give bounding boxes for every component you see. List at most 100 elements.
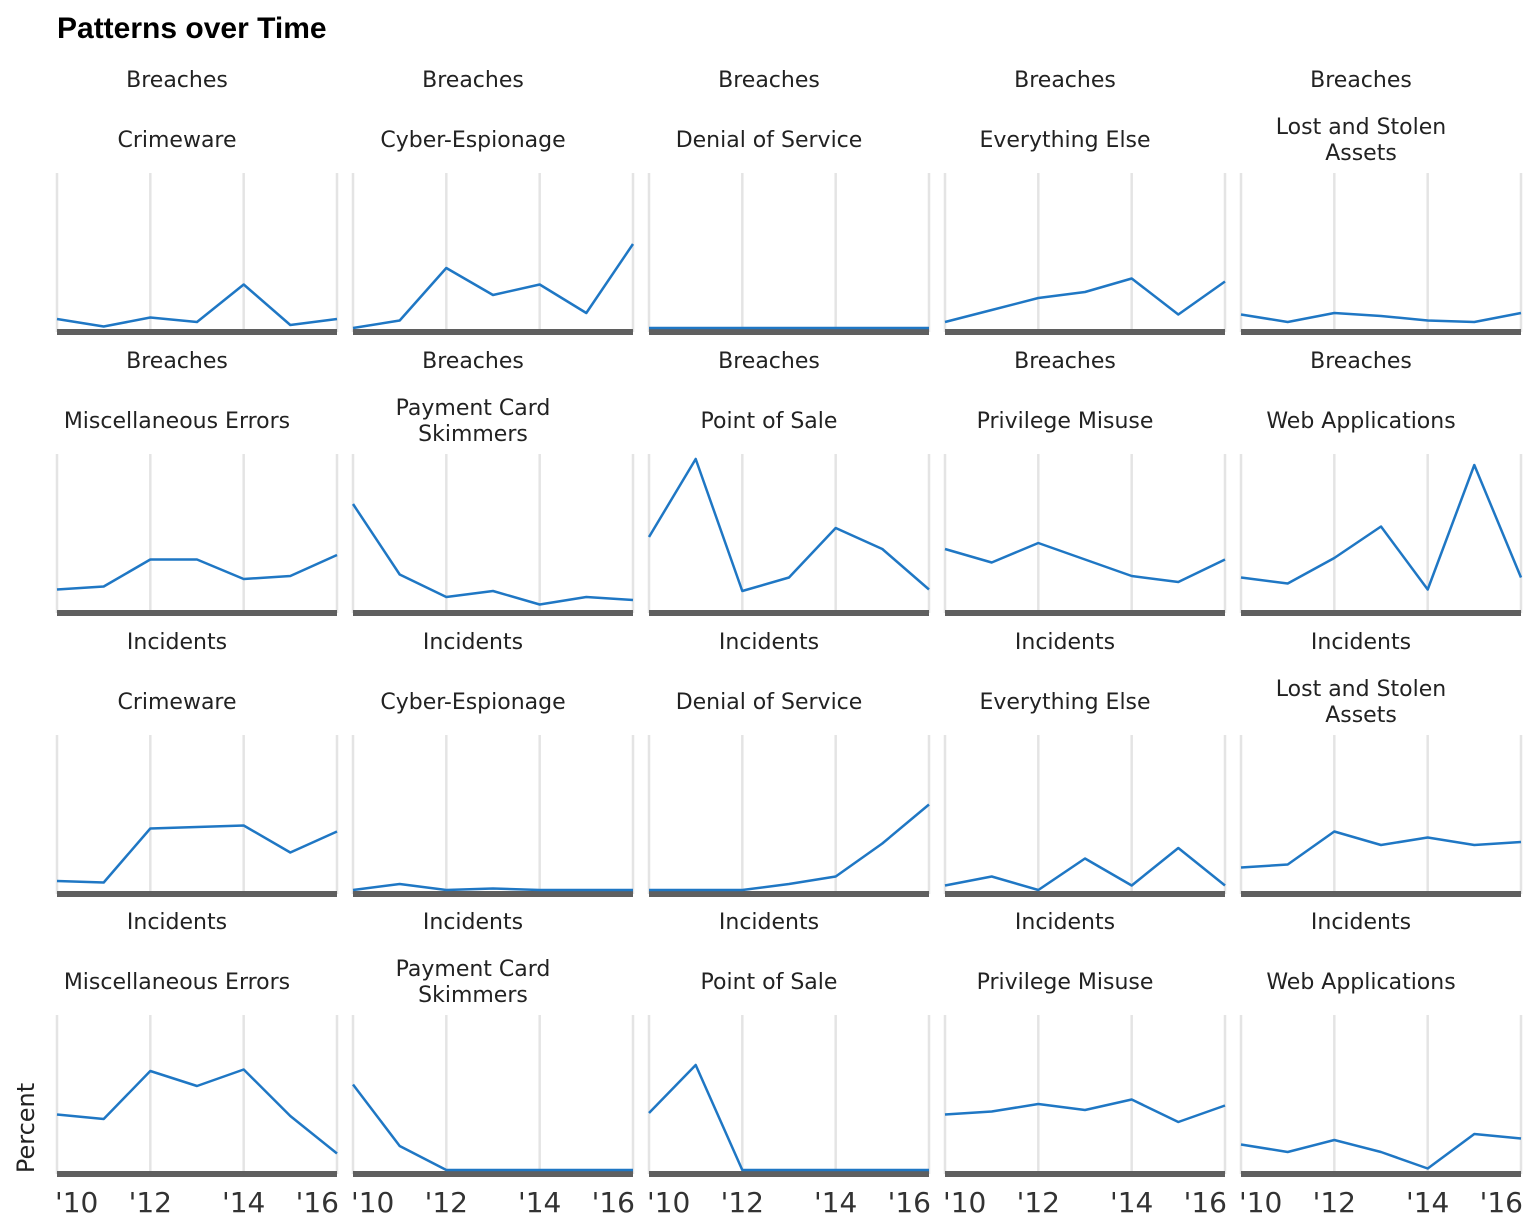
panel-11: Incidents Crimeware [55,630,339,897]
series-line [1240,830,1522,869]
series-line [1240,311,1522,324]
series-line [944,1098,1226,1124]
series-line [56,1068,338,1155]
panel-1: Breaches Crimeware [55,68,339,335]
panel-pattern-label: Privilege Misuse [977,409,1154,434]
panel-pattern-label: Cyber-Espionage [380,128,565,153]
series-line [56,553,338,591]
panel-pattern-label-line: Payment Card [396,957,551,982]
panel-pattern-label-line: Lost and Stolen [1276,115,1446,140]
panel-pattern-label-line: Skimmers [418,422,528,447]
panel-group-label: Breaches [126,349,228,374]
x-tick-label: '12 [721,1186,764,1219]
x-tick-label: '10 [351,1186,394,1219]
series-line [944,541,1226,584]
panel-3: Breaches Denial of Service [647,68,931,335]
panel-pattern-label: Web Applications [1266,970,1455,995]
panel-pattern-label: Privilege Misuse [977,970,1154,995]
panel-pattern-label: Point of Sale [701,409,838,434]
panel-20: Incidents Web Applications '10 '12 '14 '16 [1239,910,1523,1219]
y-axis-label: Percent [12,1083,40,1173]
panel-group-label: Breaches [1014,349,1116,374]
panel-pattern-label: Point of Sale [701,970,838,995]
x-tick-label: '16 [888,1186,931,1219]
panel-pattern-label-line: Assets [1325,703,1397,728]
panel-pattern-label: Web Applications [1266,409,1455,434]
panel-group-label: Incidents [1015,630,1115,655]
panel-group-label: Breaches [422,68,524,93]
panel-pattern-label: Crimeware [117,128,236,153]
series-line [944,277,1226,324]
series-line [352,243,635,330]
panel-6: Breaches Miscellaneous Errors [55,349,339,616]
series-line [352,882,633,892]
panel-pattern-label-line: Lost and Stolen [1276,677,1446,702]
panel-pattern-label: Miscellaneous Errors [64,409,290,434]
panel-group-label: Breaches [126,68,228,93]
x-tick-label: '10 [943,1186,986,1219]
panel-group-label: Breaches [1014,68,1116,93]
x-tick-label: '12 [1017,1186,1060,1219]
x-tick-label: '14 [222,1186,265,1219]
series-line [56,824,338,884]
panel-12: Incidents Cyber-Espionage [351,630,635,897]
x-tick-label: '16 [1184,1186,1227,1219]
panel-pattern-label: Cyber-Espionage [380,690,565,715]
panel-group-label: Breaches [422,349,524,374]
series-line [648,1063,929,1172]
x-tick-label: '10 [647,1186,690,1219]
panel-pattern-label-line: Skimmers [418,983,528,1008]
panel-group-label: Incidents [423,910,523,935]
panel-group-label: Breaches [1310,68,1412,93]
panel-pattern-label: Everything Else [979,128,1150,153]
x-tick-label: '16 [592,1186,635,1219]
series-line [649,803,930,892]
panel-group-label: Incidents [1311,910,1411,935]
x-tick-label: '12 [129,1186,172,1219]
panel-group-label: Incidents [719,630,819,655]
panel-group-label: Incidents [423,630,523,655]
panel-9: Breaches Privilege Misuse [943,349,1227,616]
panel-pattern-label-line: Payment Card [396,396,551,421]
x-tick-label: '12 [1313,1186,1356,1219]
panel-4: Breaches Everything Else [943,68,1227,335]
panel-14: Incidents Everything Else [943,630,1227,897]
chart-title: Patterns over Time [57,12,327,45]
panel-2: Breaches Cyber-Espionage [351,68,635,335]
panel-pattern-label-line: Assets [1325,141,1397,166]
panel-pattern-label: Everything Else [979,690,1150,715]
series-line [352,1083,633,1172]
panel-group-label: Breaches [718,68,820,93]
x-tick-label: '14 [1110,1186,1153,1219]
panel-18: Incidents Point of Sale '10 '12 '14 '16 [647,910,931,1219]
series-line [647,457,930,593]
x-tick-label: '14 [518,1186,561,1219]
x-tick-label: '12 [425,1186,468,1219]
x-tick-label: '14 [1406,1186,1449,1219]
x-tick-label: '14 [814,1186,857,1219]
series-line [1240,463,1523,591]
x-tick-label: '10 [1239,1186,1282,1219]
panel-pattern-label: Miscellaneous Errors [64,970,290,995]
panel-pattern-label: Crimeware [117,690,236,715]
series-line [1240,1132,1522,1170]
panel-8: Breaches Point of Sale [647,349,931,616]
series-line [944,846,1226,892]
panel-group-label: Incidents [127,910,227,935]
x-tick-label: '16 [1480,1186,1523,1219]
panel-group-label: Incidents [719,910,819,935]
panel-group-label: Incidents [1311,630,1411,655]
series-line [56,283,338,328]
panel-10: Breaches Web Applications [1239,349,1523,616]
panel-group-label: Incidents [127,630,227,655]
panel-13: Incidents Denial of Service [647,630,931,897]
panel-pattern-label: Denial of Service [676,128,863,153]
panel-16: Incidents Miscellaneous Errors '10 '12 '14 '1… [55,910,339,1219]
panel-group-label: Breaches [718,349,820,374]
panel-group-label: Incidents [1015,910,1115,935]
series-line [351,503,634,606]
